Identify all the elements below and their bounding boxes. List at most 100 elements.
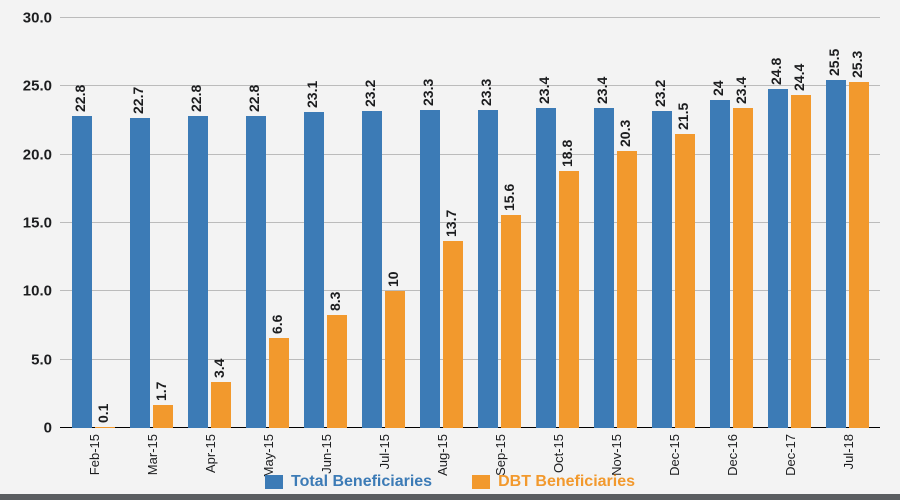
bar-group: 22.86.6May-15 <box>238 18 296 428</box>
bar-value-label: 3.4 <box>211 358 227 377</box>
y-tick-label: 5.0 <box>31 351 52 368</box>
bar-value-label: 22.8 <box>188 85 204 112</box>
y-tick-label: 30.0 <box>23 10 52 27</box>
bar-dbt: 1.7 <box>153 405 173 428</box>
legend: Total Beneficiaries DBT Beneficiaries <box>0 470 900 494</box>
bar-group: 23.418.8Oct-15 <box>528 18 586 428</box>
bar-value-label: 20.3 <box>617 119 633 146</box>
bar-dbt: 18.8 <box>559 171 579 428</box>
bar-value-label: 8.3 <box>327 291 343 310</box>
bar-group: 23.221.5Dec-15 <box>644 18 702 428</box>
legend-label: Total Beneficiaries <box>291 473 432 491</box>
bar-value-label: 23.4 <box>594 77 610 104</box>
bar-value-label: 25.5 <box>826 48 842 75</box>
x-tick-label: Aug-15 <box>435 428 450 476</box>
x-tick-label: Sep-15 <box>493 428 508 476</box>
bar-dbt: 24.4 <box>791 95 811 428</box>
bar-total: 23.3 <box>420 110 440 428</box>
bar-value-label: 21.5 <box>675 103 691 130</box>
bar-value-label: 15.6 <box>501 184 517 211</box>
x-tick-label: Dec-17 <box>783 428 798 476</box>
bar-value-label: 10 <box>385 272 401 288</box>
bar-total: 22.7 <box>130 118 150 428</box>
x-tick-label: Dec-15 <box>667 428 682 476</box>
x-tick-label: Oct-15 <box>551 428 566 473</box>
bar-total: 24 <box>710 100 730 428</box>
footer-strip <box>0 494 900 500</box>
bar-value-label: 24.4 <box>791 63 807 90</box>
plot-area: 05.010.015.020.025.030.0 22.80.1Feb-1522… <box>60 18 880 428</box>
bar-total: 23.2 <box>362 111 382 428</box>
x-tick-label: Mar-15 <box>145 428 160 475</box>
bar-dbt: 8.3 <box>327 315 347 428</box>
bar-dbt: 10 <box>385 291 405 428</box>
bar-total: 23.3 <box>478 110 498 428</box>
bar-total: 25.5 <box>826 80 846 429</box>
bar-value-label: 23.2 <box>652 80 668 107</box>
legend-item: DBT Beneficiaries <box>472 473 635 491</box>
bar-dbt: 15.6 <box>501 215 521 428</box>
legend-item: Total Beneficiaries <box>265 473 432 491</box>
bar-group: 23.315.6Sep-15 <box>470 18 528 428</box>
x-tick-label: Feb-15 <box>87 428 102 475</box>
bar-value-label: 13.7 <box>443 210 459 237</box>
bar-value-label: 24 <box>710 80 726 96</box>
bar-value-label: 6.6 <box>269 314 285 333</box>
bar-value-label: 22.8 <box>72 85 88 112</box>
bar-value-label: 25.3 <box>849 51 865 78</box>
bar-group: 22.83.4Apr-15 <box>180 18 238 428</box>
bar-dbt: 25.3 <box>849 82 869 428</box>
bar-value-label: 23.4 <box>536 77 552 104</box>
y-tick-label: 10.0 <box>23 283 52 300</box>
bar-group: 22.80.1Feb-15 <box>64 18 122 428</box>
bar-value-label: 1.7 <box>153 381 169 400</box>
bar-value-label: 0.1 <box>95 403 111 422</box>
bar-dbt: 23.4 <box>733 108 753 428</box>
bar-dbt: 13.7 <box>443 241 463 428</box>
bar-total: 23.1 <box>304 112 324 428</box>
bar-total: 23.2 <box>652 111 672 428</box>
bar-dbt: 6.6 <box>269 338 289 428</box>
bar-total: 23.4 <box>536 108 556 428</box>
y-tick-label: 20.0 <box>23 146 52 163</box>
bar-value-label: 23.3 <box>478 78 494 105</box>
bar-value-label: 18.8 <box>559 140 575 167</box>
bars-row: 22.80.1Feb-1522.71.7Mar-1522.83.4Apr-152… <box>60 18 880 428</box>
y-tick-label: 25.0 <box>23 78 52 95</box>
bar-value-label: 22.8 <box>246 85 262 112</box>
bar-value-label: 22.7 <box>130 87 146 114</box>
bar-group: 23.313.7Aug-15 <box>412 18 470 428</box>
bar-group: 25.525.3Jul-18 <box>818 18 876 428</box>
bar-dbt: 21.5 <box>675 134 695 428</box>
bar-dbt: 3.4 <box>211 382 231 428</box>
legend-label: DBT Beneficiaries <box>498 473 635 491</box>
bar-group: 23.420.3Nov-15 <box>586 18 644 428</box>
x-tick-label: Jul-15 <box>377 428 392 469</box>
bar-total: 24.8 <box>768 89 788 428</box>
x-tick-label: Nov-15 <box>609 428 624 476</box>
legend-swatch <box>472 475 490 489</box>
y-tick-label: 15.0 <box>23 215 52 232</box>
x-tick-label: Dec-16 <box>725 428 740 476</box>
chart-container: 05.010.015.020.025.030.0 22.80.1Feb-1522… <box>0 0 900 500</box>
bar-total: 23.4 <box>594 108 614 428</box>
bar-group: 23.18.3Jun-15 <box>296 18 354 428</box>
y-tick-label: 0 <box>44 420 52 437</box>
bar-value-label: 23.4 <box>733 77 749 104</box>
x-tick-label: Jul-18 <box>841 428 856 469</box>
bar-value-label: 24.8 <box>768 58 784 85</box>
bar-group: 23.210Jul-15 <box>354 18 412 428</box>
bar-group: 2423.4Dec-16 <box>702 18 760 428</box>
legend-swatch <box>265 475 283 489</box>
bar-total: 22.8 <box>188 116 208 428</box>
bar-value-label: 23.3 <box>420 78 436 105</box>
x-tick-label: Jun-15 <box>319 428 334 474</box>
bar-total: 22.8 <box>72 116 92 428</box>
bar-group: 22.71.7Mar-15 <box>122 18 180 428</box>
bar-group: 24.824.4Dec-17 <box>760 18 818 428</box>
x-tick-label: Apr-15 <box>203 428 218 473</box>
bar-dbt: 20.3 <box>617 151 637 428</box>
bar-value-label: 23.1 <box>304 81 320 108</box>
bar-total: 22.8 <box>246 116 266 428</box>
bar-value-label: 23.2 <box>362 80 378 107</box>
